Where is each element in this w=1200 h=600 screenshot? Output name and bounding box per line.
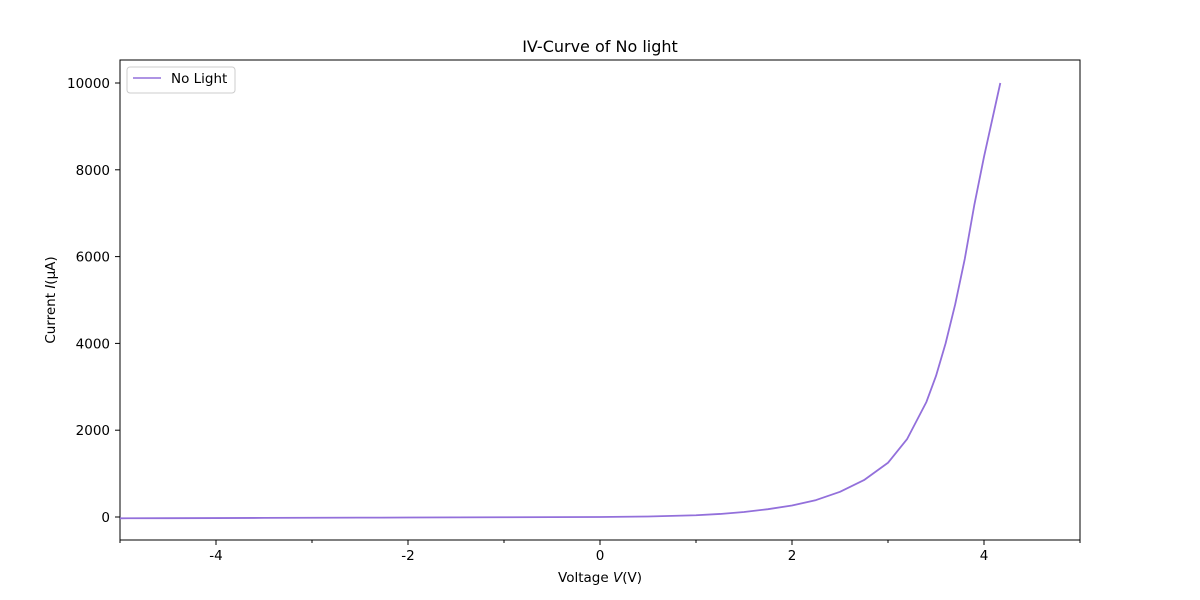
y-tick-label: 4000 [76, 336, 110, 352]
x-tick-label: 2 [788, 548, 797, 564]
plot-frame [119, 59, 1081, 541]
x-axis: -4 -2 0 2 4 [119, 540, 1081, 564]
legend: No Light [126, 66, 236, 94]
x-axis-label-prefix: Voltage [558, 570, 613, 586]
y-tick-label: 8000 [76, 163, 110, 179]
series-line [119, 82, 1002, 520]
y-axis-label-prefix: Current [43, 289, 59, 344]
legend-box [126, 66, 236, 94]
x-tick-label: -4 [209, 548, 222, 564]
y-tick-label: 0 [101, 510, 110, 526]
x-tick-label: 4 [980, 548, 989, 564]
y-axis-label-suffix: (μA) [43, 256, 59, 284]
y-axis-label-symbol: I [43, 285, 59, 289]
y-tick-label: 2000 [76, 423, 110, 439]
x-tick-label: 0 [596, 548, 605, 564]
y-axis: 0 2000 4000 6000 8000 10000 [67, 76, 120, 526]
x-tick-label: -2 [401, 548, 414, 564]
plot-area [119, 59, 1081, 541]
x-axis-label-symbol: V [613, 570, 624, 586]
legend-label: No Light [171, 71, 227, 87]
x-axis-label: Voltage V(V) [558, 570, 642, 586]
y-axis-label: Current I(μA) [43, 256, 59, 343]
x-axis-label-suffix: (V) [622, 570, 642, 586]
chart-title: IV-Curve of No light [522, 37, 678, 56]
y-tick-label: 6000 [76, 250, 110, 266]
series-layer [119, 82, 1002, 520]
y-tick-label: 10000 [67, 76, 110, 92]
